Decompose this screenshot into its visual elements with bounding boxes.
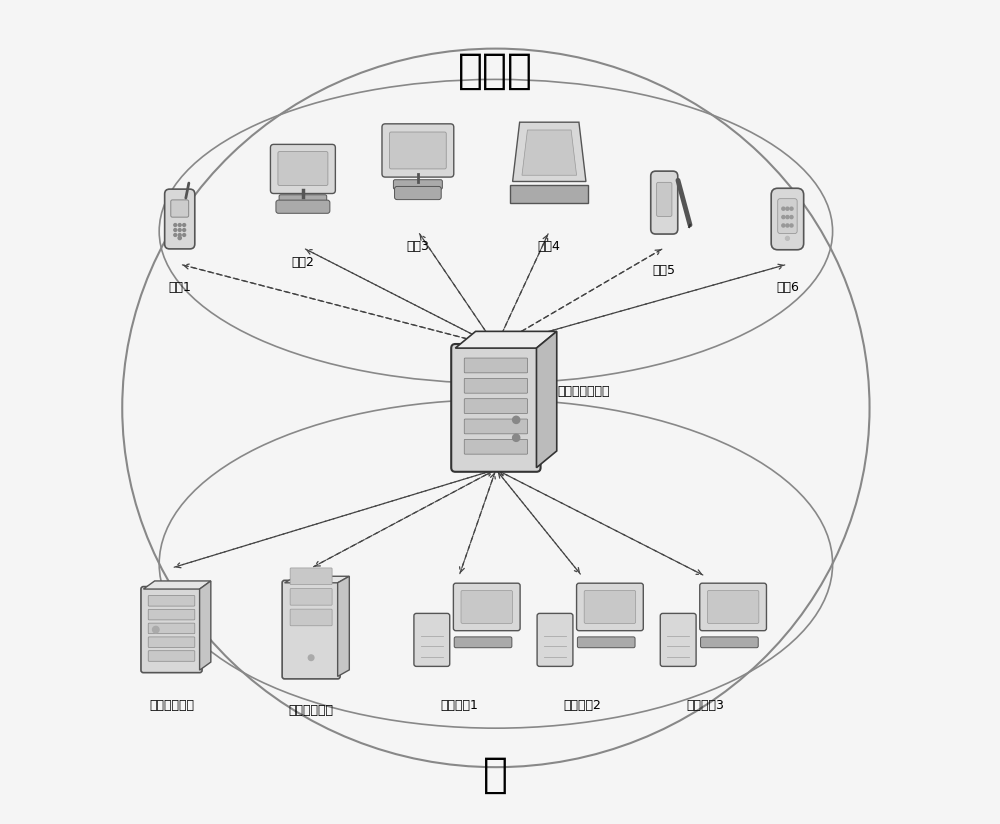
FancyBboxPatch shape: [290, 609, 332, 625]
Circle shape: [183, 233, 186, 236]
Text: 普通计算2: 普通计算2: [563, 700, 601, 713]
FancyBboxPatch shape: [584, 591, 636, 624]
Text: 用户6: 用户6: [776, 281, 799, 293]
FancyBboxPatch shape: [171, 200, 189, 218]
Polygon shape: [536, 331, 557, 468]
FancyBboxPatch shape: [141, 587, 202, 672]
FancyBboxPatch shape: [651, 171, 678, 234]
Circle shape: [174, 228, 177, 232]
Circle shape: [790, 207, 793, 210]
Circle shape: [178, 236, 181, 240]
FancyBboxPatch shape: [464, 419, 528, 433]
FancyBboxPatch shape: [778, 199, 797, 233]
FancyBboxPatch shape: [290, 568, 332, 584]
FancyBboxPatch shape: [657, 182, 672, 217]
FancyBboxPatch shape: [148, 651, 195, 662]
FancyBboxPatch shape: [148, 623, 195, 634]
Text: 客户端: 客户端: [458, 50, 533, 92]
FancyBboxPatch shape: [451, 344, 541, 472]
FancyBboxPatch shape: [453, 583, 520, 630]
Circle shape: [785, 236, 789, 241]
Circle shape: [308, 655, 314, 661]
Circle shape: [782, 224, 785, 227]
FancyBboxPatch shape: [464, 399, 528, 414]
FancyBboxPatch shape: [577, 583, 643, 630]
Polygon shape: [513, 122, 586, 181]
Text: 用户4: 用户4: [538, 240, 561, 252]
FancyBboxPatch shape: [270, 144, 335, 194]
Circle shape: [174, 233, 177, 236]
Circle shape: [183, 228, 186, 232]
Text: 用户1: 用户1: [168, 281, 191, 293]
Circle shape: [183, 223, 186, 227]
Text: 调度中心服务器: 调度中心服务器: [557, 385, 610, 398]
FancyBboxPatch shape: [464, 358, 528, 372]
FancyBboxPatch shape: [461, 591, 512, 624]
FancyBboxPatch shape: [282, 580, 340, 679]
FancyBboxPatch shape: [707, 591, 759, 624]
FancyBboxPatch shape: [577, 637, 635, 648]
Polygon shape: [338, 576, 349, 677]
FancyBboxPatch shape: [276, 200, 330, 213]
Polygon shape: [143, 581, 211, 589]
Text: 普通计算1: 普通计算1: [440, 700, 478, 713]
Circle shape: [178, 233, 181, 236]
Circle shape: [174, 223, 177, 227]
Circle shape: [178, 228, 181, 232]
Circle shape: [513, 434, 520, 442]
FancyBboxPatch shape: [537, 613, 573, 667]
FancyBboxPatch shape: [454, 637, 512, 648]
FancyBboxPatch shape: [148, 609, 195, 620]
FancyBboxPatch shape: [701, 637, 758, 648]
Circle shape: [513, 416, 520, 424]
Circle shape: [790, 216, 793, 218]
FancyBboxPatch shape: [414, 613, 450, 667]
Text: 用户3: 用户3: [406, 240, 429, 252]
FancyBboxPatch shape: [660, 613, 696, 667]
Text: 高性能计算机: 高性能计算机: [289, 704, 334, 717]
Circle shape: [153, 626, 159, 633]
Polygon shape: [285, 576, 349, 583]
FancyBboxPatch shape: [148, 637, 195, 648]
Polygon shape: [510, 185, 588, 204]
FancyBboxPatch shape: [290, 588, 332, 605]
FancyBboxPatch shape: [464, 378, 528, 393]
Text: 普通计算3: 普通计算3: [686, 700, 724, 713]
FancyBboxPatch shape: [165, 190, 195, 249]
Circle shape: [782, 207, 785, 210]
FancyBboxPatch shape: [393, 180, 442, 190]
FancyBboxPatch shape: [278, 152, 328, 185]
Circle shape: [790, 224, 793, 227]
FancyBboxPatch shape: [382, 124, 454, 177]
FancyBboxPatch shape: [700, 583, 766, 630]
Polygon shape: [200, 581, 211, 670]
Polygon shape: [455, 331, 557, 348]
Circle shape: [178, 223, 181, 227]
Circle shape: [786, 207, 789, 210]
FancyBboxPatch shape: [464, 439, 528, 454]
Text: 用户2: 用户2: [291, 256, 314, 269]
Circle shape: [786, 216, 789, 218]
Circle shape: [786, 224, 789, 227]
FancyBboxPatch shape: [389, 132, 446, 169]
Circle shape: [782, 216, 785, 218]
Text: 高性能服务器: 高性能服务器: [149, 700, 194, 713]
FancyBboxPatch shape: [395, 186, 441, 199]
FancyBboxPatch shape: [279, 194, 327, 204]
Polygon shape: [522, 130, 577, 176]
Text: 云: 云: [483, 754, 508, 796]
FancyBboxPatch shape: [148, 596, 195, 606]
FancyBboxPatch shape: [771, 188, 804, 250]
Text: 用户5: 用户5: [653, 265, 676, 277]
